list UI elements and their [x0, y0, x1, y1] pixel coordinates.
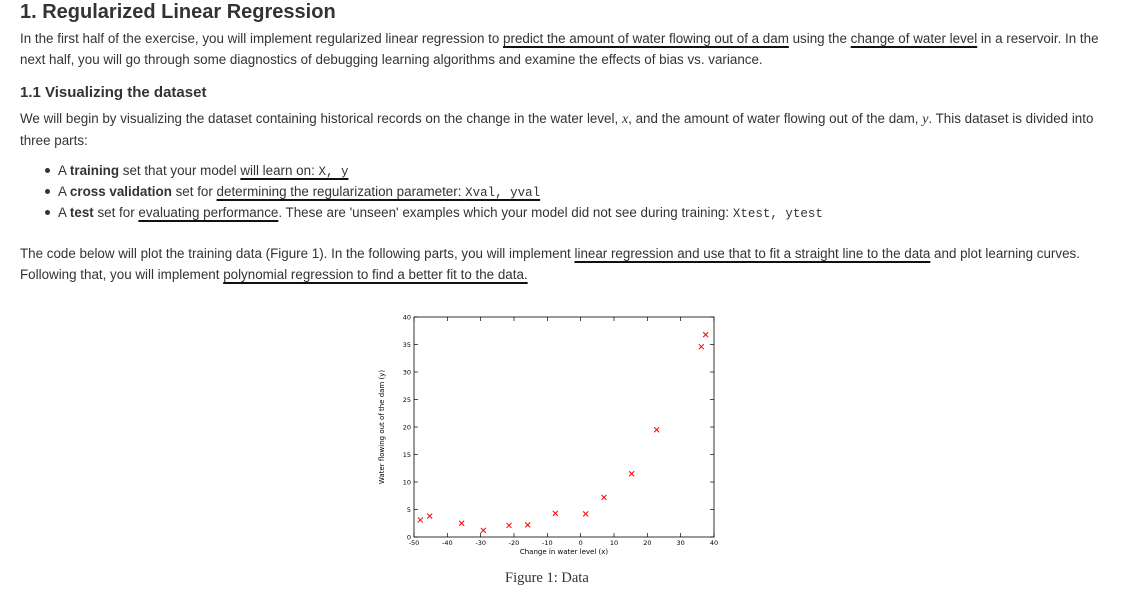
data-point — [524, 522, 531, 528]
y-tick-label: 10 — [403, 479, 411, 487]
list-item-test: A test set for evaluating performance. T… — [45, 202, 823, 223]
y-tick-label: 15 — [403, 451, 411, 459]
scatter-chart: -50 -40 -30 -20 -10 0 10 20 30 40 0 5 10 15 20 25 30 35 40… — [378, 314, 718, 557]
figure-caption: Figure 1: Data — [505, 570, 589, 586]
data-point — [458, 520, 465, 527]
x-tick-label: 20 — [643, 539, 651, 547]
x-tick-label: -20 — [509, 539, 520, 547]
x-tick-label: -40 — [442, 539, 453, 547]
y-tick-label: 25 — [403, 396, 411, 404]
data-point — [702, 331, 709, 338]
y-tick-label: 30 — [403, 369, 411, 377]
data-point — [582, 511, 589, 517]
plot-description-paragraph: The code below will plot the training da… — [20, 246, 1080, 282]
data-point — [506, 522, 512, 529]
plot-frame — [413, 316, 715, 538]
x-axis-label: Change in water level (x) — [520, 548, 609, 556]
y-tick-label: 20 — [403, 424, 411, 432]
dataset-paragraph: We will begin by visualizing the dataset… — [20, 111, 1094, 148]
x-tick-label: 10 — [610, 539, 618, 547]
data-point — [653, 426, 660, 433]
data-point — [417, 517, 424, 523]
x-tick-label: 30 — [677, 539, 685, 547]
data-point — [480, 527, 487, 534]
x-tick-label: -50 — [409, 539, 420, 547]
list-item-cross-validation: A cross validation set for determining t… — [45, 181, 823, 202]
list-item-training: A training set that your model will lear… — [45, 160, 823, 181]
x-tick-label: 0 — [579, 539, 583, 547]
subsection-title: 1.1 Visualizing the dataset — [20, 84, 207, 101]
data-point — [552, 510, 559, 517]
intro-paragraph: In the first half of the exercise, you w… — [20, 31, 1099, 67]
data-point — [601, 494, 607, 501]
x-tick-label: -10 — [542, 539, 553, 547]
y-tick-label: 40 — [403, 314, 411, 322]
section-title: 1. Regularized Linear Regression — [20, 1, 336, 23]
data-point — [628, 470, 635, 477]
y-tick-label: 5 — [407, 506, 411, 514]
data-point — [426, 513, 433, 519]
y-tick-label: 35 — [403, 341, 411, 349]
y-axis-label: Water flowing out of the dam (y) — [378, 370, 386, 484]
x-tick-label: -30 — [475, 539, 486, 547]
data-point — [698, 343, 705, 350]
dataset-parts-list: A training set that your model will lear… — [45, 160, 823, 223]
y-tick-label: 0 — [407, 534, 411, 542]
x-tick-label: 40 — [710, 539, 718, 547]
figure-data-plot: -50 -40 -30 -20 -10 0 10 20 30 40 0 5 10 15 20 25 30 35 40… — [370, 300, 730, 565]
